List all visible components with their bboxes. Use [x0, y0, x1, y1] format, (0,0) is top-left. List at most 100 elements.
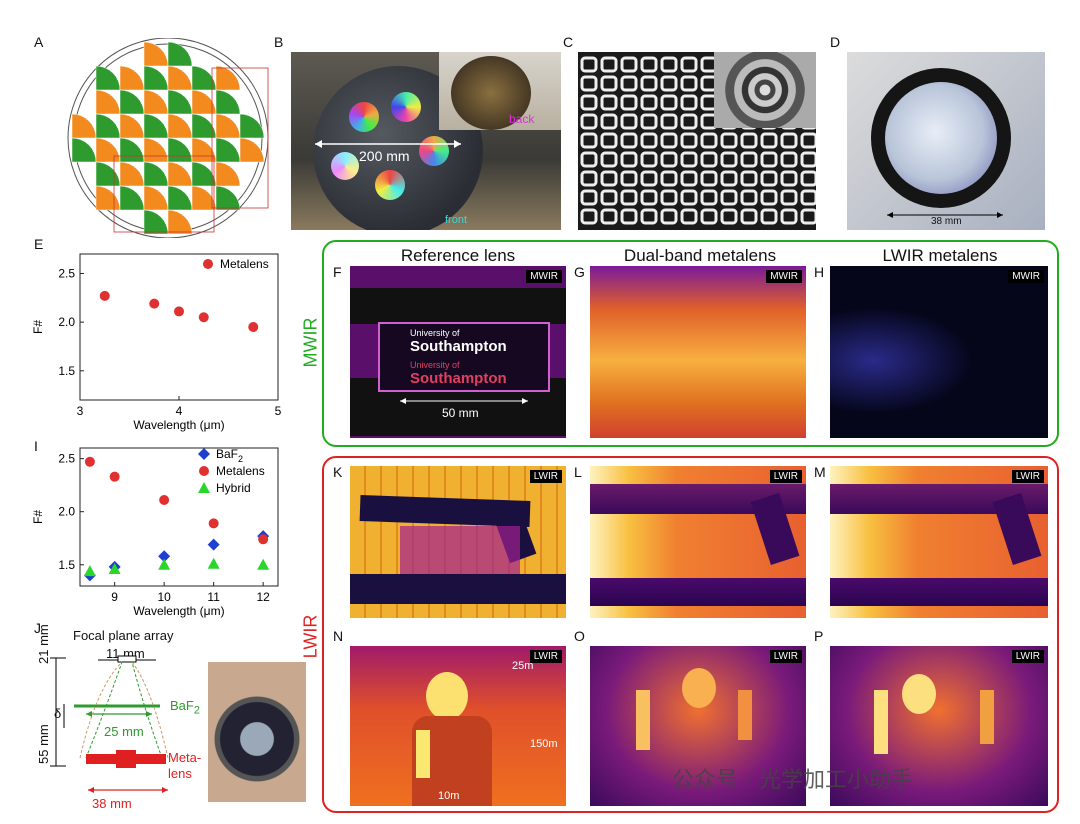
f-university-2: University of [410, 360, 460, 370]
metalens-tile [167, 41, 193, 67]
unit-cell [640, 189, 658, 206]
legend-label: Metalens [216, 464, 265, 478]
mwir-frame [322, 240, 1059, 447]
panel-label-h: H [814, 264, 825, 280]
data-point-baf2 [158, 550, 171, 563]
unit-cell [740, 132, 758, 149]
data-point-metalens [84, 456, 95, 467]
unit-cell [720, 189, 738, 206]
metalens-tile [95, 65, 121, 91]
unit-cell [600, 132, 618, 149]
unit-cell [680, 94, 698, 111]
unit-cell [620, 94, 638, 111]
unit-cell [660, 94, 678, 111]
data-point-hybrid [158, 558, 171, 570]
unit-cell [660, 75, 678, 92]
unit-cell [720, 151, 738, 168]
panel-label-i: I [34, 438, 38, 454]
unit-cell [640, 94, 658, 111]
data-point-hybrid [207, 557, 220, 569]
optical-layout-diagram [50, 655, 169, 793]
image-g: MWIR [590, 266, 806, 438]
unit-cell [660, 208, 678, 225]
wafer-dimension: 200 mm [359, 148, 410, 164]
unit-cell [680, 132, 698, 149]
metalens-tile [143, 137, 169, 163]
data-point-hybrid [257, 558, 270, 570]
metalens-tile [167, 209, 193, 235]
col-title-reference: Reference lens [400, 246, 516, 265]
unit-cell [620, 56, 638, 73]
metalens-tile [71, 137, 97, 163]
unit-cell [760, 208, 778, 225]
unit-cell [780, 151, 798, 168]
y-tick-label: 2.5 [58, 266, 75, 280]
metalens-tile [71, 113, 97, 139]
unit-cell [800, 189, 816, 206]
unit-cell [600, 170, 618, 187]
row-label-mwir: MWIR [300, 317, 321, 368]
unit-cell [580, 170, 598, 187]
tag-n: LWIR [529, 650, 562, 663]
data-point-metalens [109, 471, 120, 482]
y-axis-label: F# [31, 510, 45, 524]
unit-cell [680, 56, 698, 73]
y-axis-label: F# [31, 320, 45, 334]
metalens-tile [143, 209, 169, 235]
width-38: 38 mm [92, 796, 132, 811]
unit-cell [700, 208, 718, 225]
unit-cell-micrograph [578, 52, 816, 230]
unit-cell [680, 208, 698, 225]
unit-cell [780, 170, 798, 187]
metalens-tile [95, 185, 121, 211]
legend-marker [198, 482, 210, 493]
data-point-hybrid [108, 563, 121, 575]
unit-cell [700, 151, 718, 168]
metalens-tile [143, 89, 169, 115]
panel-label-f: F [333, 264, 342, 280]
unit-cell [800, 132, 816, 149]
f-southampton-1: Southampton [410, 338, 507, 355]
f-scale-arrow [400, 398, 528, 404]
panel-label-k: K [333, 464, 343, 480]
legend-label: Hybrid [216, 481, 251, 495]
unit-cell [640, 56, 658, 73]
unit-cell [660, 132, 678, 149]
metalens-tile [215, 137, 241, 163]
data-point-hybrid [83, 565, 96, 577]
col-title-dual: Dual-band metalens [623, 246, 777, 265]
unit-cell [580, 75, 598, 92]
panel-label-l: L [574, 464, 582, 480]
metalens-tile [119, 89, 145, 115]
metalens-tile [95, 113, 121, 139]
unit-cell [760, 132, 778, 149]
panel-label-n: N [333, 628, 344, 644]
unit-cell [780, 132, 798, 149]
x-tick-label: 3 [77, 404, 84, 418]
tag-g: MWIR [766, 270, 802, 283]
n-distance-150: 150m [530, 738, 558, 750]
tag-o: LWIR [769, 650, 802, 663]
unit-cell [680, 189, 698, 206]
meta-label-2: lens [168, 766, 192, 781]
metalens-tile [167, 65, 193, 91]
wafer-layout-diagram [67, 38, 269, 238]
image-o: LWIR [590, 646, 806, 806]
unit-cell [680, 151, 698, 168]
unit-cell [740, 170, 758, 187]
unit-cell [640, 75, 658, 92]
x-tick-label: 10 [157, 590, 171, 604]
data-point-metalens [174, 306, 184, 317]
tag-m: LWIR [1011, 470, 1044, 483]
legend-marker [198, 448, 210, 460]
unit-cell [800, 170, 816, 187]
metalens-tile [239, 113, 265, 139]
unit-cell [660, 151, 678, 168]
metalens-tile [143, 65, 169, 91]
metalens-tile [119, 113, 145, 139]
lens-dimension-arrow [887, 212, 1003, 218]
metalens-tile [167, 113, 193, 139]
unit-cell [800, 208, 816, 225]
y-tick-label: 2.5 [58, 452, 75, 466]
panel-label-b: B [274, 34, 284, 50]
